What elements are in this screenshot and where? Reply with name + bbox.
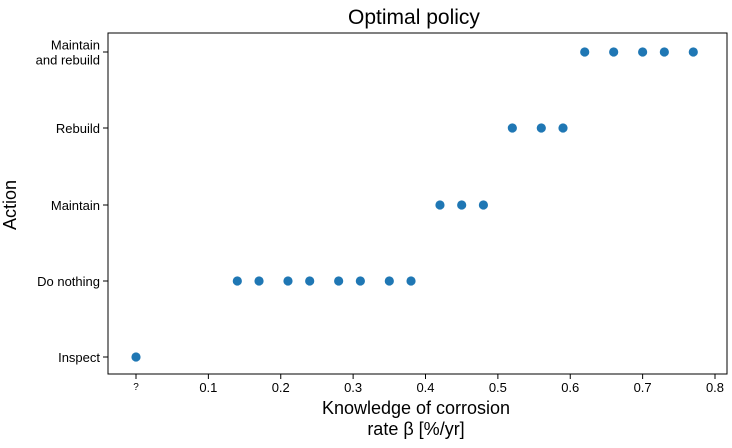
data-point — [232, 276, 242, 286]
x-tick-label: 0.1 — [199, 380, 217, 395]
data-point — [305, 276, 315, 286]
y-tick-label-line: Maintain — [51, 38, 100, 53]
data-points — [131, 47, 698, 362]
data-point — [688, 47, 698, 57]
y-tick-label-line: Maintain — [51, 198, 100, 213]
data-point — [609, 47, 619, 57]
x-tick-label: 0.6 — [561, 380, 579, 395]
data-point — [659, 47, 669, 57]
x-axis-label-line: rate β [%/yr] — [367, 419, 464, 439]
data-point — [131, 352, 141, 362]
data-point — [558, 123, 568, 133]
x-axis-ticks: ? 0.1 0.2 0.3 0.4 0.5 0.6 0.7 0.8 — [133, 374, 724, 395]
y-tick-label-maintain: Maintain — [51, 198, 100, 213]
data-point — [536, 123, 546, 133]
plot-frame — [107, 32, 728, 375]
data-point — [435, 200, 445, 210]
y-tick-label-line: Do nothing — [37, 274, 100, 289]
x-tick-label: ? — [133, 382, 139, 393]
x-tick-label: 0.7 — [634, 380, 652, 395]
x-axis-label-line: Knowledge of corrosion — [322, 398, 510, 418]
data-point — [638, 47, 648, 57]
y-axis-ticks: Inspect Do nothing Maintain Rebuild Maintain… — [36, 38, 108, 365]
data-point — [478, 200, 488, 210]
y-tick-label-line: and rebuild — [36, 53, 100, 68]
x-tick-label: 0.3 — [344, 380, 362, 395]
data-point — [580, 47, 590, 57]
x-axis-label: Knowledge of corrosion rate β [%/yr] — [322, 398, 510, 439]
chart-title: Optimal policy — [348, 6, 480, 29]
data-point — [254, 276, 264, 286]
data-point — [384, 276, 394, 286]
data-point — [355, 276, 365, 286]
x-tick-label: 0.5 — [489, 380, 507, 395]
y-tick-label-rebuild: Rebuild — [56, 121, 100, 136]
data-point — [334, 276, 344, 286]
x-tick-label: 0.2 — [272, 380, 290, 395]
y-axis-label: Action — [0, 180, 20, 230]
data-point — [507, 123, 517, 133]
x-tick-label: 0.8 — [706, 380, 724, 395]
data-point — [283, 276, 293, 286]
y-tick-label-inspect: Inspect — [58, 350, 100, 365]
y-tick-label-line: Rebuild — [56, 121, 100, 136]
y-tick-label-do-nothing: Do nothing — [37, 274, 100, 289]
y-tick-label-maintain-and-rebuild: Maintain and rebuild — [36, 38, 100, 68]
y-tick-label-line: Inspect — [58, 350, 100, 365]
data-point — [457, 200, 467, 210]
x-tick-label: 0.4 — [416, 380, 434, 395]
data-point — [406, 276, 416, 286]
